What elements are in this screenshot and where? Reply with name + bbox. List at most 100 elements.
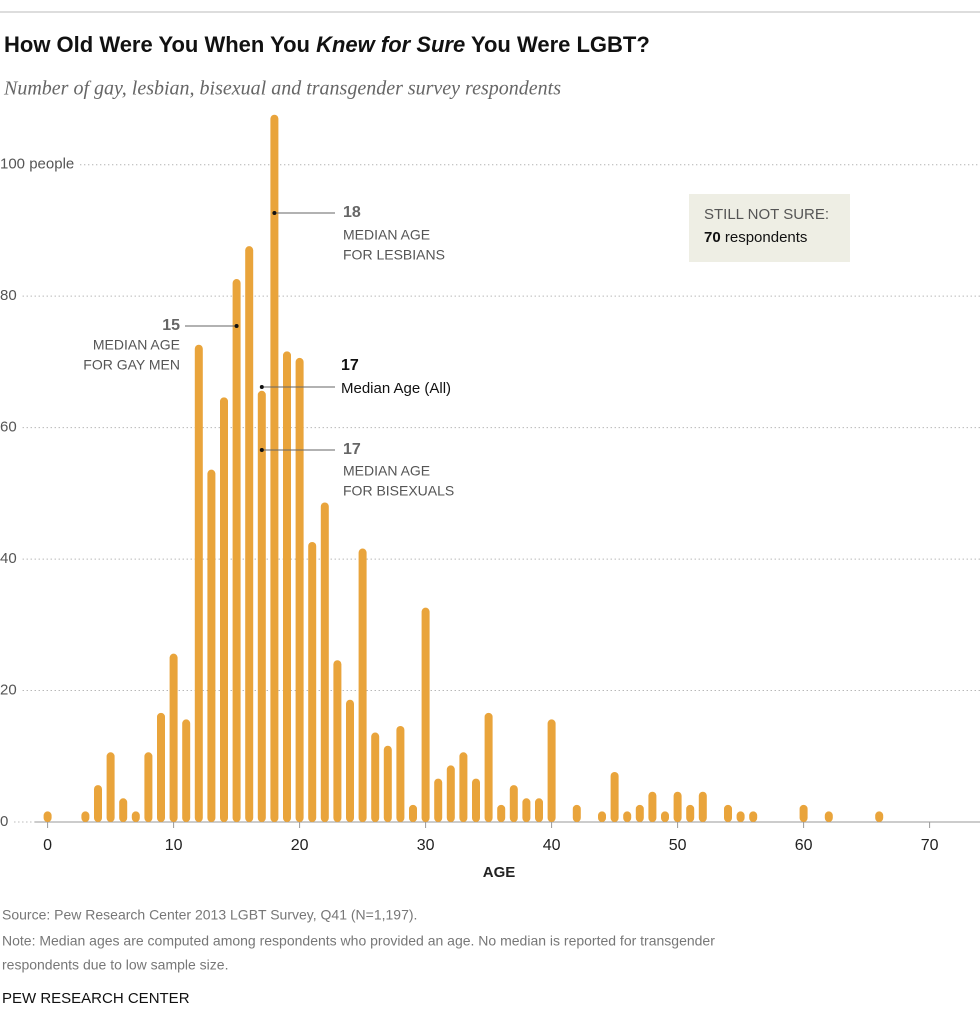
note: respondents due to low sample size.: [2, 957, 228, 973]
bar: [799, 804, 808, 822]
bar: [346, 699, 354, 822]
annotation-value: 18: [343, 204, 361, 221]
bar: [724, 804, 732, 822]
annotation-value: 17: [343, 441, 361, 458]
bar: [94, 785, 102, 822]
bar: [257, 390, 266, 822]
bar: [371, 732, 380, 822]
x-axis-label: AGE: [483, 864, 516, 881]
bar: [119, 798, 128, 822]
bar: [673, 791, 682, 822]
y-tick-label: 0: [0, 813, 8, 830]
annotation-dot: [259, 448, 264, 452]
source: Source: Pew Research Center 2013 LGBT Su…: [2, 907, 417, 923]
bar: [232, 279, 241, 822]
bar: [686, 804, 695, 822]
bar: [446, 765, 455, 822]
note: Note: Median ages are computed among res…: [2, 933, 715, 949]
bar: [169, 653, 178, 822]
bar: [383, 745, 392, 822]
box-unit: respondents: [725, 229, 808, 246]
annotation-text: MEDIAN AGE: [343, 227, 430, 243]
x-tick-label: 60: [795, 837, 813, 854]
annotation-text: MEDIAN AGE: [343, 463, 430, 479]
bar: [409, 804, 417, 822]
bar: [749, 811, 758, 822]
title-part: Knew for Sure: [316, 32, 465, 57]
bar: [245, 246, 254, 822]
box-value: 70 respondents: [704, 229, 807, 246]
bar: [131, 811, 140, 822]
subtitle: Number of gay, lesbian, bisexual and tra…: [3, 78, 561, 100]
bar: [535, 798, 543, 822]
chart-title: How Old Were You When You Knew for Sure …: [4, 32, 650, 57]
x-tick-label: 50: [669, 837, 687, 854]
bar: [698, 791, 707, 822]
bar: [421, 607, 430, 822]
bar: [43, 811, 52, 822]
bar: [182, 719, 191, 822]
y-tick-label: 100 people: [0, 156, 74, 173]
bar: [308, 541, 317, 822]
bar: [472, 778, 480, 822]
annotation-value: 17: [341, 357, 359, 374]
bar: [522, 798, 531, 822]
x-tick-label: 0: [43, 837, 52, 854]
title-part: How Old Were You When You: [4, 32, 316, 57]
note-box: [689, 194, 850, 262]
bar: [396, 725, 405, 822]
x-tick-label: 20: [291, 837, 309, 854]
bar: [875, 811, 884, 822]
annotation-dot: [259, 385, 264, 389]
bar: [824, 811, 833, 822]
bar: [144, 752, 153, 822]
credit: PEW RESEARCH CENTER: [2, 990, 190, 1007]
y-tick-label: 40: [0, 550, 17, 567]
annotation-value: 15: [162, 317, 180, 334]
bar: [320, 502, 329, 822]
bar: [283, 351, 291, 822]
annotation-text: Median Age (All): [341, 380, 451, 397]
annotation-text: MEDIAN AGE: [93, 337, 180, 353]
y-tick-label: 20: [0, 682, 17, 699]
bar: [81, 811, 90, 822]
box-number: 70: [704, 229, 721, 246]
y-tick-label: 60: [0, 419, 17, 436]
bar: [509, 785, 518, 822]
annotation-dot: [234, 324, 239, 328]
bar: [358, 548, 367, 822]
bar: [270, 114, 279, 822]
bar: [194, 344, 203, 822]
bar: [459, 752, 468, 822]
x-tick-label: 30: [417, 837, 435, 854]
bar: [106, 752, 115, 822]
annotation-dot: [272, 211, 277, 215]
x-tick-label: 10: [165, 837, 183, 854]
bar: [295, 357, 304, 822]
y-tick-label: 80: [0, 287, 17, 304]
annotation-text: FOR LESBIANS: [343, 247, 445, 263]
bar: [572, 804, 581, 822]
bar: [736, 811, 745, 822]
bar: [610, 771, 619, 822]
annotation-text: FOR GAY MEN: [83, 357, 180, 373]
bar: [635, 804, 644, 822]
bar: [623, 811, 632, 822]
x-tick-label: 40: [543, 837, 561, 854]
bar: [661, 811, 669, 822]
bar: [434, 778, 443, 822]
bar: [333, 660, 342, 822]
bar: [157, 712, 165, 822]
bar: [598, 811, 606, 822]
bar: [220, 397, 228, 822]
title-part: You Were LGBT?: [465, 32, 650, 57]
annotation-text: FOR BISEXUALS: [343, 483, 454, 499]
x-tick-label: 70: [921, 837, 939, 854]
bar: [497, 804, 506, 822]
box-label: STILL NOT SURE:: [704, 206, 829, 223]
bar: [648, 791, 657, 822]
bar: [547, 719, 556, 822]
bar: [207, 469, 216, 822]
bar: [484, 712, 493, 822]
